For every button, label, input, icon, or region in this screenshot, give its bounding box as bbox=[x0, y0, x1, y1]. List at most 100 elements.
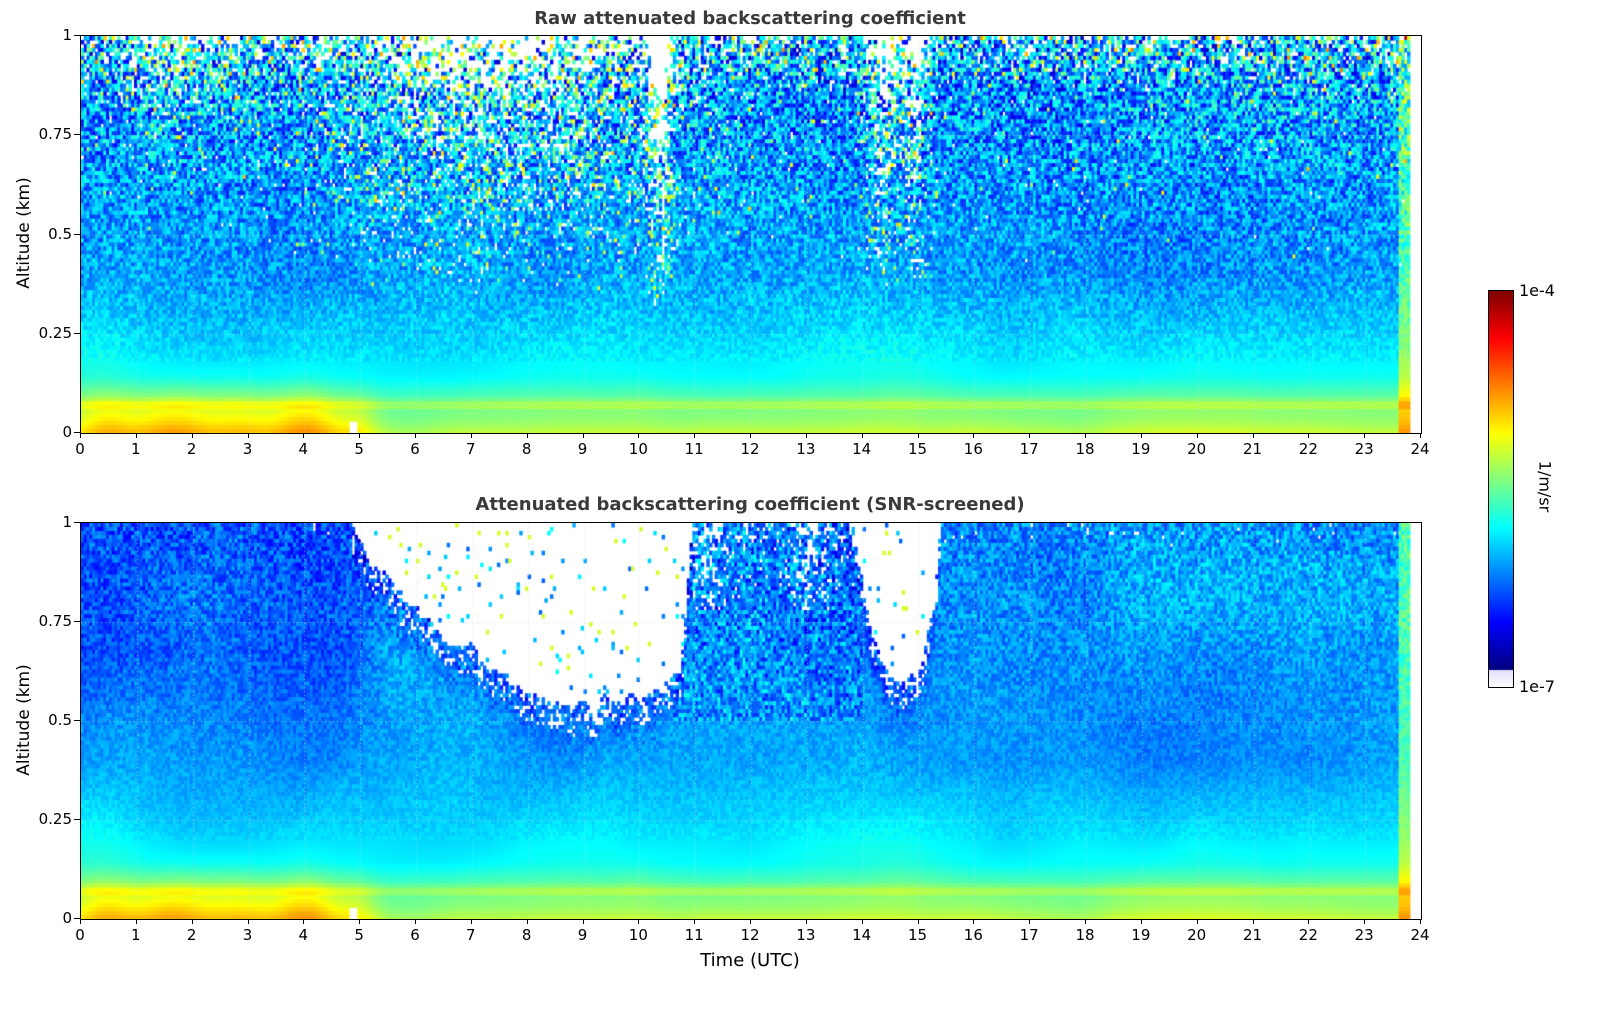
colorbar-max-label: 1e-4 bbox=[1519, 281, 1555, 300]
x-tick-label: 2 bbox=[186, 440, 197, 458]
panel-title-screened: Attenuated backscattering coefficient (S… bbox=[475, 494, 1025, 515]
y-tick-mark bbox=[74, 233, 80, 235]
x-tick-label: 23 bbox=[1354, 440, 1374, 458]
x-tick-label: 20 bbox=[1187, 440, 1207, 458]
x-tick-mark bbox=[1252, 433, 1254, 438]
x-tick-mark bbox=[1308, 433, 1310, 438]
x-tick-mark bbox=[1140, 433, 1142, 438]
x-tick-mark bbox=[359, 433, 361, 438]
x-tick-label: 1 bbox=[131, 440, 141, 458]
x-tick-label: 10 bbox=[628, 926, 648, 944]
x-tick-mark bbox=[805, 919, 807, 924]
colorbar-gradient bbox=[1488, 290, 1514, 688]
x-tick-label: 12 bbox=[740, 926, 760, 944]
y-tick-mark bbox=[74, 819, 80, 820]
x-tick-label: 11 bbox=[684, 440, 704, 458]
x-tick-label: 3 bbox=[242, 440, 253, 458]
x-tick-mark bbox=[1140, 919, 1142, 924]
x-tick-mark bbox=[917, 433, 919, 438]
x-axis-label: Time (UTC) bbox=[700, 950, 800, 971]
y-tick-mark bbox=[74, 134, 80, 136]
x-tick-mark bbox=[694, 433, 696, 438]
x-tick-mark bbox=[861, 919, 863, 924]
x-tick-mark bbox=[638, 433, 640, 438]
x-tick-mark bbox=[1085, 919, 1086, 924]
x-tick-mark bbox=[1364, 433, 1366, 438]
x-tick-label: 5 bbox=[354, 440, 364, 458]
x-tick-label: 2 bbox=[186, 926, 197, 944]
x-tick-mark bbox=[750, 919, 751, 924]
x-tick-label: 9 bbox=[577, 926, 588, 944]
y-tick-label: 1 bbox=[62, 26, 72, 44]
y-tick-label: 0.75 bbox=[38, 125, 72, 144]
x-tick-mark bbox=[1085, 433, 1086, 438]
x-tick-mark bbox=[1364, 919, 1366, 924]
x-tick-label: 13 bbox=[796, 926, 816, 944]
x-tick-label: 15 bbox=[907, 926, 928, 944]
x-tick-label: 19 bbox=[1131, 440, 1151, 458]
x-tick-mark bbox=[470, 919, 472, 924]
x-tick-label: 21 bbox=[1242, 440, 1263, 458]
x-tick-mark bbox=[973, 919, 975, 924]
x-tick-mark bbox=[135, 433, 137, 438]
x-tick-mark bbox=[1252, 919, 1254, 924]
x-tick-label: 16 bbox=[963, 926, 983, 944]
x-tick-label: 24 bbox=[1410, 926, 1430, 944]
x-tick-label: 9 bbox=[577, 440, 588, 458]
x-tick-label: 12 bbox=[740, 440, 760, 458]
x-tick-mark bbox=[1420, 433, 1421, 438]
x-tick-label: 24 bbox=[1410, 440, 1430, 458]
x-tick-label: 13 bbox=[796, 440, 816, 458]
panel-title-raw: Raw attenuated backscattering coefficien… bbox=[534, 8, 966, 29]
y-tick-mark bbox=[74, 918, 80, 919]
x-tick-mark bbox=[861, 433, 863, 438]
x-tick-label: 20 bbox=[1187, 926, 1207, 944]
x-tick-label: 11 bbox=[684, 926, 704, 944]
heatmap-raw bbox=[80, 35, 1422, 434]
x-tick-mark bbox=[191, 433, 193, 438]
x-tick-label: 18 bbox=[1075, 926, 1095, 944]
x-tick-mark bbox=[582, 919, 584, 924]
x-tick-label: 1 bbox=[131, 926, 141, 944]
x-tick-label: 6 bbox=[410, 440, 420, 458]
colorbar-unit-label: 1/m/sr bbox=[1535, 460, 1555, 513]
y-tick-label: 0.5 bbox=[48, 711, 72, 729]
x-tick-mark bbox=[582, 433, 584, 438]
x-tick-mark bbox=[303, 433, 305, 438]
x-tick-label: 4 bbox=[298, 440, 309, 458]
x-tick-label: 17 bbox=[1019, 440, 1039, 458]
x-tick-mark bbox=[135, 919, 137, 924]
x-tick-label: 3 bbox=[242, 926, 253, 944]
colorbar-min-label: 1e-7 bbox=[1519, 677, 1555, 696]
x-tick-mark bbox=[1308, 919, 1310, 924]
x-tick-mark bbox=[638, 919, 640, 924]
y-tick-label: 0.75 bbox=[38, 612, 72, 630]
x-tick-mark bbox=[694, 919, 696, 924]
x-tick-mark bbox=[247, 919, 249, 924]
x-tick-label: 8 bbox=[521, 926, 532, 944]
x-tick-label: 7 bbox=[466, 440, 476, 458]
x-tick-mark bbox=[1196, 919, 1198, 924]
y-tick-label: 0.5 bbox=[48, 224, 72, 243]
x-tick-label: 10 bbox=[628, 440, 648, 458]
x-tick-label: 0 bbox=[75, 926, 85, 944]
x-tick-label: 6 bbox=[410, 926, 420, 944]
x-tick-mark bbox=[247, 433, 249, 438]
x-tick-mark bbox=[750, 433, 751, 438]
x-tick-label: 0 bbox=[75, 440, 85, 458]
x-tick-mark bbox=[303, 919, 305, 924]
x-tick-mark bbox=[415, 433, 416, 438]
x-tick-mark bbox=[80, 919, 81, 924]
x-tick-mark bbox=[526, 919, 528, 924]
x-tick-label: 4 bbox=[298, 926, 309, 944]
heatmap-screened bbox=[80, 522, 1422, 920]
x-tick-mark bbox=[359, 919, 361, 924]
x-tick-mark bbox=[805, 433, 807, 438]
x-tick-mark bbox=[1029, 919, 1031, 924]
y-tick-label: 0.25 bbox=[38, 323, 72, 342]
x-tick-mark bbox=[1196, 433, 1198, 438]
y-tick-mark bbox=[74, 720, 80, 721]
x-tick-mark bbox=[1420, 919, 1421, 924]
y-tick-mark bbox=[74, 332, 80, 334]
